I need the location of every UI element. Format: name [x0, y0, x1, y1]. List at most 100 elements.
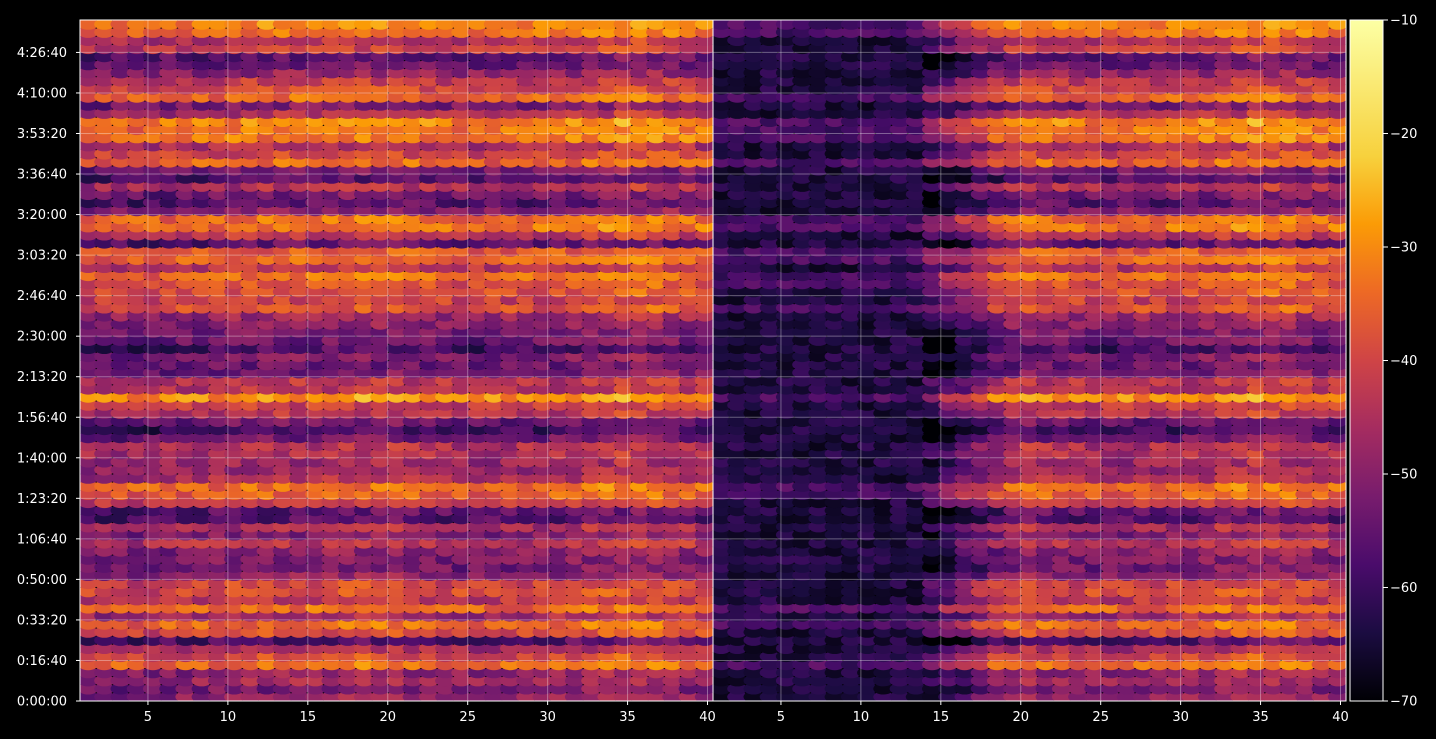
heatmap-cell — [321, 561, 342, 573]
heatmap-cell — [370, 20, 391, 30]
heatmap-cell — [305, 67, 326, 79]
heatmap-cell — [1262, 529, 1284, 541]
heatmap-cell — [451, 34, 472, 46]
heatmap-cell — [1165, 650, 1186, 663]
heatmap-cell — [402, 261, 423, 273]
heatmap-cell — [873, 602, 894, 614]
heatmap-cell — [175, 140, 196, 152]
heatmap-cell — [564, 464, 586, 476]
heatmap-cell — [532, 504, 553, 517]
heatmap-cell — [126, 545, 147, 557]
heatmap-cell — [337, 666, 358, 679]
heatmap-cell — [1084, 626, 1105, 638]
heatmap-cell — [175, 115, 196, 128]
heatmap-cell — [451, 334, 472, 346]
heatmap-cell — [1019, 367, 1040, 379]
heatmap-cell — [922, 480, 943, 492]
heatmap-cell — [1068, 545, 1089, 557]
heatmap-cell — [207, 34, 229, 46]
heatmap-cell — [954, 610, 975, 622]
heatmap-cell — [1035, 407, 1056, 419]
heatmap-cell — [1116, 594, 1137, 606]
heatmap-cell — [629, 253, 651, 265]
heatmap-cell — [353, 67, 375, 79]
heatmap-cell — [353, 91, 375, 103]
heatmap-cell — [159, 529, 180, 541]
heatmap-cell — [321, 204, 342, 217]
heatmap-cell — [1214, 472, 1235, 484]
heatmap-cell — [289, 107, 310, 119]
heatmap-cell — [451, 407, 472, 419]
heatmap-cell — [240, 537, 261, 549]
heatmap-cell — [467, 302, 488, 314]
heatmap-cell — [532, 553, 553, 565]
heatmap-cell — [662, 237, 683, 249]
heatmap-cell — [500, 488, 521, 500]
heatmap-cell — [581, 334, 602, 346]
heatmap-cell — [889, 423, 910, 436]
heatmap-cell — [905, 642, 927, 654]
heatmap-cell — [467, 20, 488, 30]
heatmap-cell — [954, 383, 975, 395]
heatmap-cell — [775, 358, 797, 371]
heatmap-cell — [483, 521, 504, 533]
heatmap-cell — [808, 415, 829, 427]
heatmap-cell — [353, 318, 375, 330]
heatmap-cell — [94, 618, 115, 630]
heatmap-cell — [500, 553, 521, 565]
heatmap-cell — [175, 561, 196, 573]
heatmap-cell — [337, 545, 358, 557]
heatmap-cell — [126, 318, 147, 330]
heatmap-cell — [1279, 594, 1300, 606]
heatmap-cell — [581, 358, 602, 371]
heatmap-cell — [1051, 496, 1073, 509]
heatmap-cell — [548, 107, 569, 119]
heatmap-cell — [613, 456, 634, 468]
heatmap-cell — [840, 439, 862, 452]
heatmap-cell — [224, 123, 245, 136]
heatmap-cell — [207, 431, 229, 444]
heatmap-cell — [824, 529, 845, 541]
heatmap-cell — [289, 472, 310, 484]
heatmap-cell — [94, 537, 115, 549]
heatmap-cell — [321, 594, 342, 606]
heatmap-cell — [1035, 504, 1056, 517]
heatmap-cell — [889, 431, 910, 444]
heatmap-cell — [467, 99, 488, 111]
heatmap-cell — [857, 594, 878, 606]
heatmap-cell — [646, 650, 667, 663]
heatmap-cell — [1181, 423, 1202, 436]
heatmap-cell — [1230, 504, 1251, 517]
heatmap-cell — [970, 383, 991, 395]
heatmap-cell — [240, 221, 261, 233]
heatmap-cell — [353, 504, 375, 517]
heatmap-cell — [548, 83, 569, 95]
heatmap-cell — [159, 488, 180, 500]
heatmap-cell — [289, 610, 310, 622]
heatmap-cell — [938, 569, 959, 581]
heatmap-cell — [1311, 464, 1332, 476]
heatmap-cell — [516, 196, 537, 209]
heatmap-cell — [905, 577, 927, 590]
heatmap-cell — [1019, 521, 1040, 533]
heatmap-cell — [1003, 375, 1024, 387]
heatmap-cell — [256, 196, 277, 209]
heatmap-cell — [1051, 585, 1073, 598]
heatmap-cell — [272, 42, 293, 55]
heatmap-cell — [1165, 367, 1186, 379]
heatmap-cell — [1246, 594, 1267, 606]
heatmap-cell — [873, 634, 894, 646]
heatmap-cell — [840, 399, 862, 411]
heatmap-cell — [597, 594, 618, 606]
heatmap-cell — [110, 610, 131, 622]
heatmap-cell — [1214, 634, 1235, 646]
heatmap-cell — [305, 261, 326, 273]
heatmap-cell — [824, 666, 845, 679]
heatmap-cell — [532, 585, 553, 598]
heatmap-cell — [191, 504, 212, 517]
heatmap-cell — [175, 34, 196, 46]
heatmap-cell — [207, 285, 229, 298]
heatmap-cell — [743, 521, 764, 533]
heatmap-cell — [175, 67, 196, 79]
heatmap-cell — [418, 99, 440, 111]
